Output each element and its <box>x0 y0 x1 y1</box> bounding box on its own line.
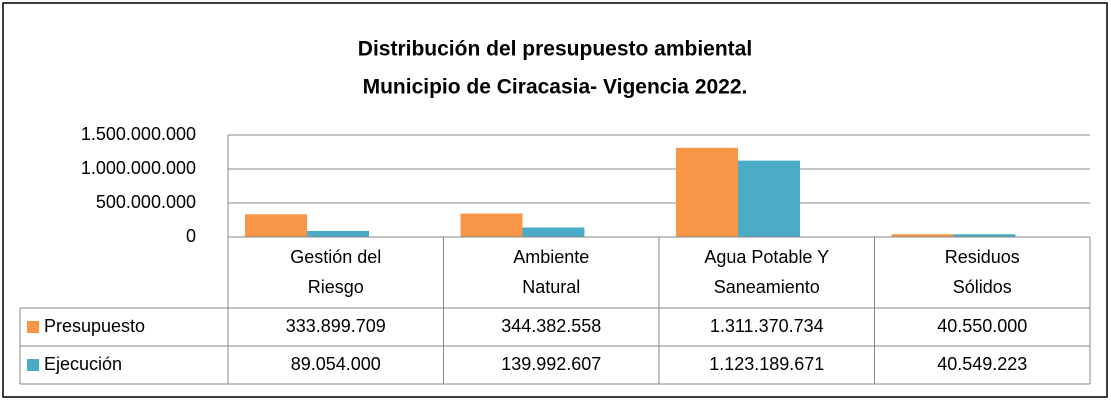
table-value: 40.549.223 <box>937 354 1027 374</box>
x-tick-label: Natural <box>522 277 580 297</box>
y-tick-label: 500.000.000 <box>96 192 196 212</box>
table-value: 40.550.000 <box>937 316 1027 336</box>
x-tick-label: Saneamiento <box>714 277 820 297</box>
x-tick-label: Agua Potable Y <box>704 247 829 267</box>
bar <box>460 213 523 237</box>
y-tick-label: 1.500.000.000 <box>81 124 196 144</box>
x-tick-label: Gestión del <box>290 247 381 267</box>
bar <box>245 214 307 237</box>
table-value: 1.123.189.671 <box>709 354 824 374</box>
table-value: 139.992.607 <box>501 354 601 374</box>
x-tick-label: Residuos <box>945 247 1020 267</box>
y-tick-label: 0 <box>186 226 196 246</box>
bar <box>307 230 369 237</box>
x-tick-label: Ambiente <box>513 247 589 267</box>
table-value: 333.899.709 <box>286 316 386 336</box>
table-value: 1.311.370.734 <box>710 316 824 336</box>
chart-title: Municipio de Ciracasia- Vigencia 2022. <box>363 76 748 99</box>
table-value: 344.382.558 <box>501 316 601 336</box>
chart-title: Distribución del presupuesto ambiental <box>358 38 752 61</box>
bar <box>522 227 585 237</box>
bar <box>738 160 800 237</box>
legend-swatch <box>27 359 39 371</box>
x-tick-label: Sólidos <box>953 277 1012 297</box>
legend-swatch <box>27 321 39 333</box>
table-value: 89.054.000 <box>291 354 381 374</box>
y-tick-label: 1.000.000.000 <box>81 158 196 178</box>
x-tick-label: Riesgo <box>308 277 364 297</box>
bar <box>676 147 738 237</box>
legend-label: Ejecución <box>44 354 122 374</box>
bar <box>953 234 1016 237</box>
bar <box>891 234 954 237</box>
legend-label: Presupuesto <box>44 316 145 336</box>
